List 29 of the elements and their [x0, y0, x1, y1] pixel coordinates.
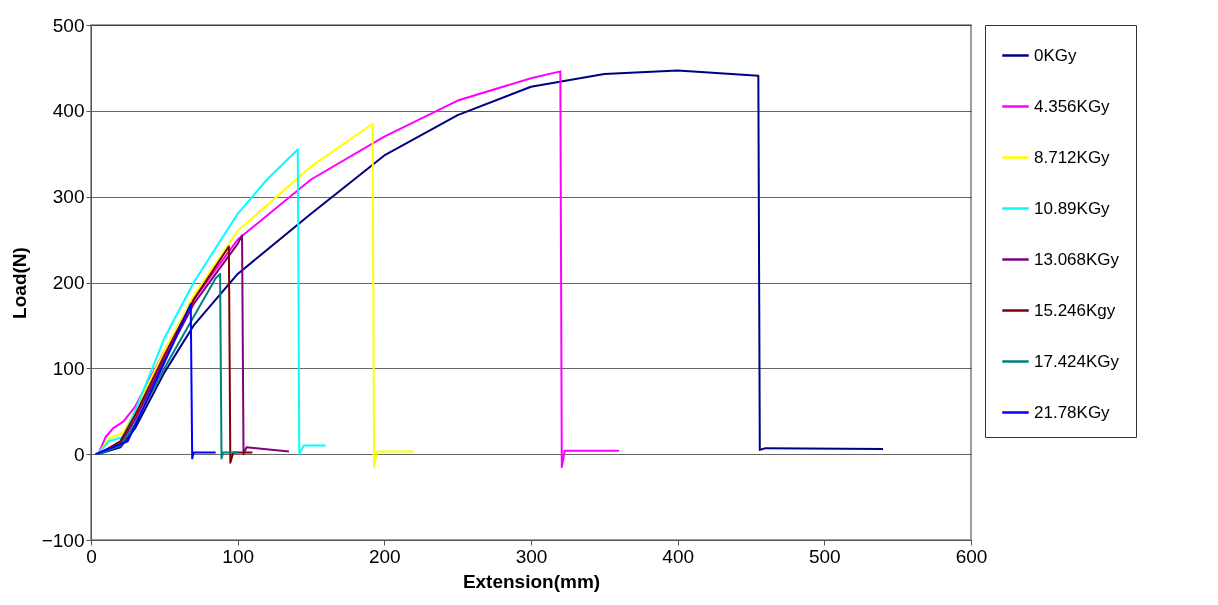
- legend-label: 21.78KGy: [1034, 402, 1111, 422]
- x-tick-label: 200: [368, 545, 401, 567]
- legend-label: 4.356KGy: [1034, 96, 1111, 116]
- line-series: [97, 70, 620, 469]
- x-tick-label: 300: [515, 545, 548, 567]
- x-axis-title: Extension(mm): [462, 570, 601, 592]
- x-tick-label: 500: [808, 545, 841, 567]
- y-axis-title: Load(N): [8, 247, 30, 319]
- line-series: [97, 69, 884, 456]
- y-tick-label: 100: [52, 357, 85, 379]
- line-series: [97, 122, 415, 469]
- legend-label: 17.424KGy: [1034, 351, 1120, 371]
- legend-label: 0KGy: [1034, 45, 1078, 65]
- y-tick-label: 0: [73, 443, 85, 465]
- legend-label: 15.246Kgy: [1034, 300, 1116, 320]
- y-tick-label: 200: [52, 272, 85, 293]
- line-series: [97, 272, 239, 460]
- y-tick-label: −100: [41, 529, 85, 551]
- y-tick-label: 300: [52, 186, 85, 208]
- legend-label: 10.89KGy: [1034, 198, 1111, 218]
- y-tick-label: 500: [52, 14, 85, 36]
- x-tick-label: 600: [955, 545, 988, 567]
- legend-label: 13.068KGy: [1034, 249, 1120, 269]
- x-tick-label: 100: [222, 545, 255, 567]
- legend-label: 8.712KGy: [1034, 147, 1111, 167]
- line-series: [94, 302, 217, 460]
- line-series: [97, 148, 327, 456]
- y-tick-label: 400: [52, 100, 85, 122]
- x-tick-label: 400: [662, 545, 695, 567]
